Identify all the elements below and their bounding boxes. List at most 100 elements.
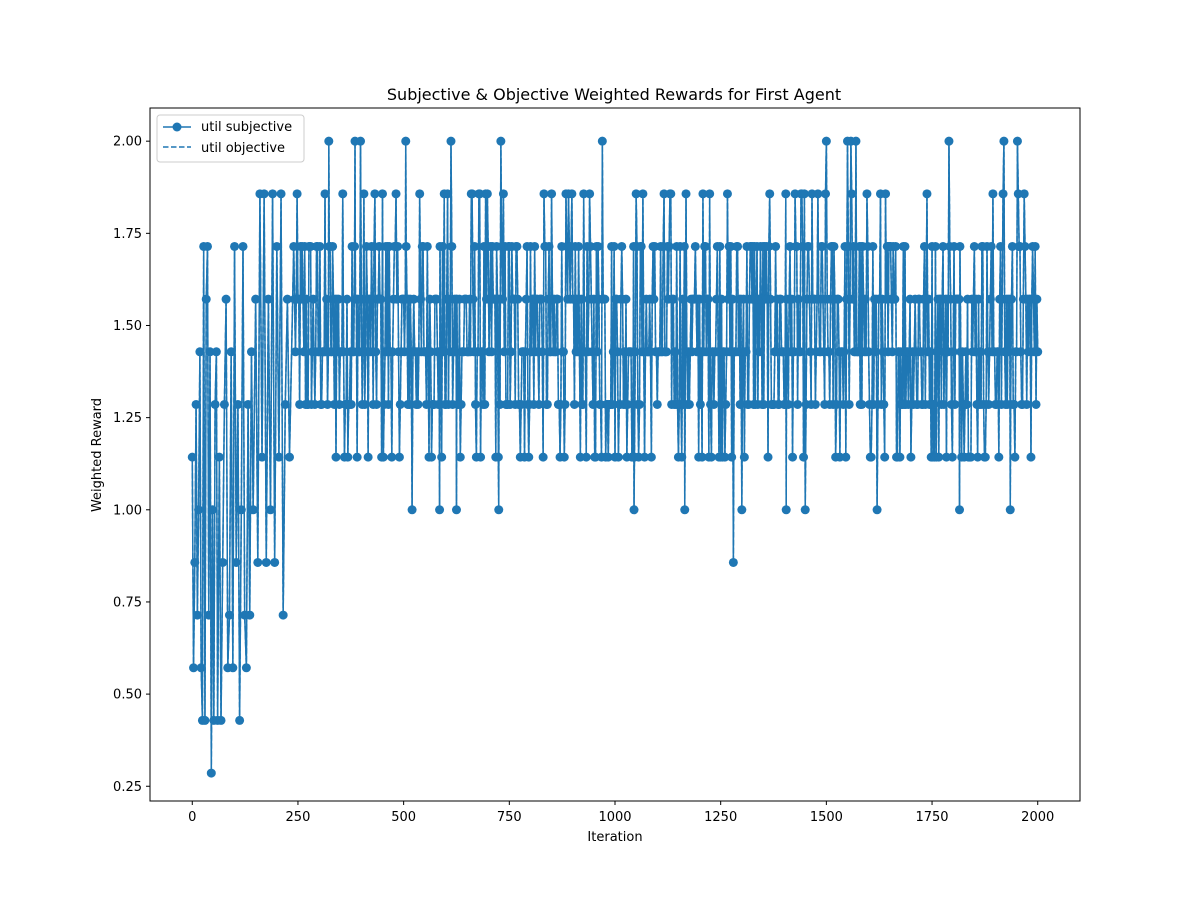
- data-point: [270, 558, 279, 567]
- data-point: [200, 716, 209, 725]
- data-point: [188, 453, 197, 462]
- y-tick-label: 1.50: [113, 319, 142, 334]
- data-point: [217, 716, 226, 725]
- data-point: [906, 453, 915, 462]
- data-point: [197, 663, 206, 672]
- data-point: [416, 295, 425, 304]
- x-tick-label: 500: [391, 810, 416, 825]
- data-point: [999, 137, 1008, 146]
- data-point: [647, 453, 656, 462]
- data-point: [600, 295, 609, 304]
- data-point: [470, 242, 479, 251]
- data-point: [994, 453, 1003, 462]
- data-point: [685, 400, 694, 409]
- x-tick-label: 250: [286, 810, 311, 825]
- data-point: [452, 505, 461, 514]
- data-point: [208, 505, 217, 514]
- data-point: [727, 453, 736, 462]
- data-point: [1013, 137, 1022, 146]
- data-point: [784, 400, 793, 409]
- data-point: [796, 347, 805, 356]
- legend-subjective-marker: [173, 123, 182, 132]
- data-point: [638, 189, 647, 198]
- data-point: [955, 242, 964, 251]
- data-point: [861, 295, 870, 304]
- data-point: [222, 295, 231, 304]
- data-point: [824, 347, 833, 356]
- data-point: [948, 453, 957, 462]
- data-point: [227, 347, 236, 356]
- data-point: [456, 453, 465, 462]
- data-point: [944, 137, 953, 146]
- data-point: [468, 295, 477, 304]
- data-point: [1007, 295, 1016, 304]
- data-point: [364, 453, 373, 462]
- data-point: [723, 189, 732, 198]
- data-point: [253, 558, 262, 567]
- data-point: [781, 189, 790, 198]
- data-point: [1033, 347, 1042, 356]
- data-point: [614, 453, 623, 462]
- data-point: [299, 347, 308, 356]
- data-point: [487, 347, 496, 356]
- data-point: [829, 242, 838, 251]
- chart-title: Subjective & Objective Weighted Rewards …: [387, 85, 841, 104]
- data-point: [220, 400, 229, 409]
- data-point: [432, 295, 441, 304]
- data-point: [415, 189, 424, 198]
- data-point: [822, 137, 831, 146]
- data-point: [242, 663, 251, 672]
- data-point: [507, 347, 516, 356]
- x-tick-label: 0: [188, 810, 196, 825]
- data-point: [443, 189, 452, 198]
- data-point: [729, 558, 738, 567]
- data-point: [621, 295, 630, 304]
- data-point: [457, 400, 466, 409]
- data-point: [950, 400, 959, 409]
- data-point: [922, 189, 931, 198]
- data-point: [1026, 453, 1035, 462]
- data-point: [840, 347, 849, 356]
- data-point: [793, 400, 802, 409]
- data-point: [1032, 295, 1041, 304]
- data-point: [360, 400, 369, 409]
- data-point: [733, 242, 742, 251]
- data-point: [678, 295, 687, 304]
- data-point: [879, 400, 888, 409]
- data-point: [378, 189, 387, 198]
- data-point: [559, 347, 568, 356]
- data-point: [1010, 453, 1019, 462]
- data-point: [414, 400, 423, 409]
- data-point: [721, 400, 730, 409]
- data-point: [291, 347, 300, 356]
- data-point: [553, 295, 562, 304]
- data-point: [740, 453, 749, 462]
- data-point: [561, 400, 570, 409]
- data-point: [353, 453, 362, 462]
- data-point: [771, 242, 780, 251]
- data-point: [848, 295, 857, 304]
- data-point: [192, 400, 201, 409]
- data-point: [212, 347, 221, 356]
- data-point: [204, 611, 213, 620]
- data-point: [594, 242, 603, 251]
- data-point: [653, 400, 662, 409]
- data-point: [1031, 242, 1040, 251]
- data-point: [539, 453, 548, 462]
- data-point: [392, 189, 401, 198]
- data-point: [285, 453, 294, 462]
- y-tick-label: 2.00: [113, 135, 142, 150]
- data-point: [1006, 505, 1015, 514]
- data-point: [680, 505, 689, 514]
- data-point: [834, 295, 843, 304]
- x-tick-label: 2000: [1021, 810, 1054, 825]
- data-point: [438, 242, 447, 251]
- data-point: [401, 137, 410, 146]
- data-point: [281, 400, 290, 409]
- data-point: [244, 400, 253, 409]
- data-point: [483, 189, 492, 198]
- data-point: [228, 663, 237, 672]
- data-point: [669, 295, 678, 304]
- data-point: [794, 295, 803, 304]
